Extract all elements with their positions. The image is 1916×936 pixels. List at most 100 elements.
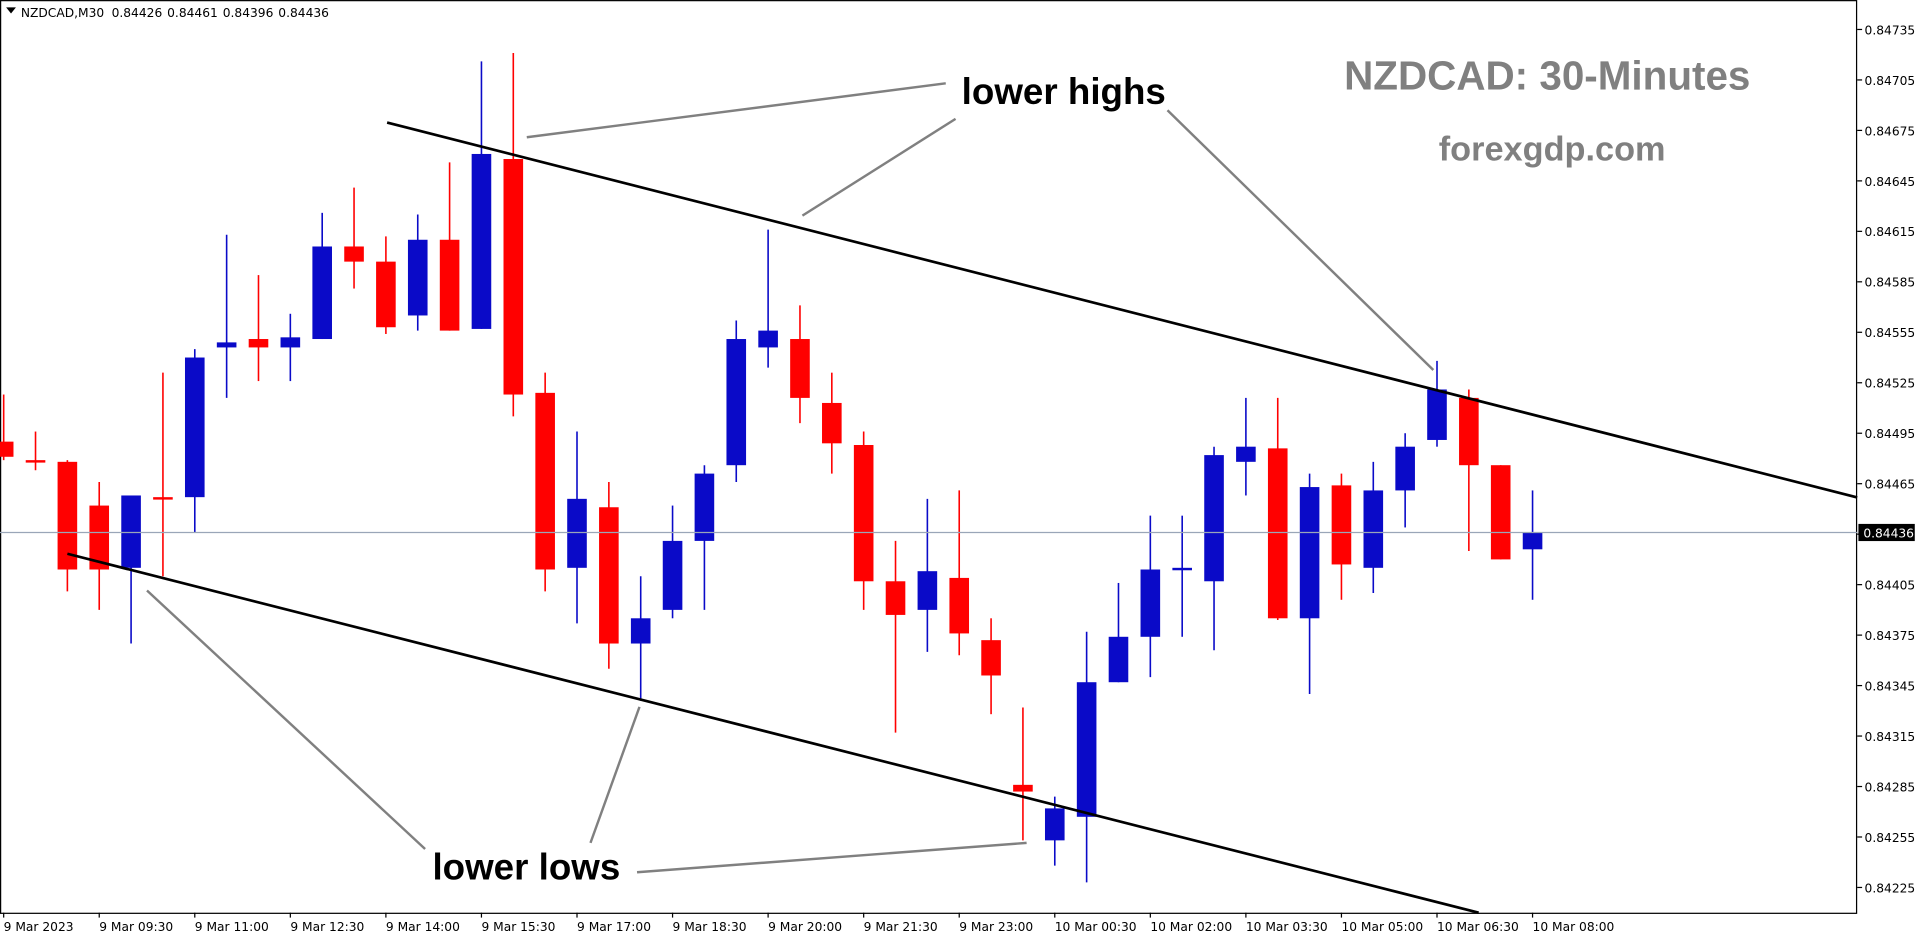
candle-body: [184, 357, 205, 498]
symbol: NZDCAD,M30: [21, 6, 104, 20]
candle-body: [822, 402, 842, 444]
candle-body: [1395, 446, 1415, 491]
pointer: [636, 841, 1027, 874]
candle-body: [121, 495, 141, 568]
candle-body: [1044, 808, 1065, 841]
candle-body: [216, 342, 237, 348]
x-tick-label: 9 Mar 15:30: [481, 920, 555, 934]
y-tick-label: 0.84615: [1865, 225, 1916, 239]
ohlc: 0.84436: [278, 6, 329, 20]
y-tick-label: 0.84525: [1865, 377, 1916, 391]
candle-body: [599, 507, 619, 644]
candle-body: [312, 246, 332, 340]
lower-trend-line: [67, 552, 1479, 915]
candle-body: [790, 339, 810, 398]
y-tick-label: 0.84705: [1865, 74, 1916, 88]
y-tick-label: 0.84735: [1865, 23, 1916, 37]
candle-body: [1459, 397, 1479, 466]
x-tick-label: 9 Mar 12:30: [290, 920, 364, 934]
candle-body: [1204, 455, 1224, 582]
candle-body: [885, 581, 906, 615]
candle-body: [376, 261, 396, 328]
candle-body: [1108, 636, 1129, 683]
x-tick-label: 9 Mar 20:00: [768, 920, 842, 934]
y-tick-label: 0.84255: [1865, 831, 1916, 845]
candle-body: [662, 540, 683, 610]
watermark-title: NZDCAD: 30-Minutes: [1344, 52, 1750, 98]
trend-lines: [67, 121, 1858, 915]
pointer-lines: [146, 82, 1435, 874]
header-icon: [6, 7, 16, 14]
candles: [0, 53, 1543, 883]
candle-body: [949, 577, 970, 634]
candle-body: [1427, 389, 1447, 440]
header: NZDCAD,M30 0.84426 0.84461 0.84396 0.84436: [21, 6, 329, 20]
price-label: 0.84436: [1863, 526, 1914, 540]
candle-body: [853, 445, 874, 582]
y-tick-label: 0.84555: [1865, 326, 1916, 340]
y-tick-label: 0.84585: [1865, 276, 1916, 290]
x-tick-label: 10 Mar 02:00: [1150, 920, 1232, 934]
candle-body: [280, 337, 301, 348]
y-tick-label: 0.84375: [1865, 629, 1916, 643]
x-tick-label: 9 Mar 2023: [4, 920, 74, 934]
annotation: lower highs: [962, 71, 1166, 112]
x-tick-label: 9 Mar 11:00: [195, 920, 269, 934]
y-tick-label: 0.84495: [1865, 427, 1916, 441]
x-tick-label: 9 Mar 17:00: [577, 920, 651, 934]
y-tick-label: 0.84285: [1865, 780, 1916, 794]
candle-body: [57, 461, 78, 570]
x-tick-label: 9 Mar 23:00: [959, 920, 1033, 934]
candle-body: [0, 441, 14, 457]
plot-frame: [0, 0, 1858, 914]
candle-body: [758, 330, 778, 348]
ohlc: 0.84461: [167, 6, 218, 20]
candle-body: [248, 339, 269, 348]
candle-body: [89, 505, 110, 570]
candle-body: [503, 159, 524, 395]
candle-body: [1522, 532, 1543, 550]
candle-body: [153, 497, 173, 500]
pointer: [526, 82, 946, 139]
ohlc: 0.84396: [223, 6, 274, 20]
candle-body: [1299, 487, 1320, 619]
y-tick-label: 0.84645: [1865, 175, 1916, 189]
price-label-box: [1858, 523, 1915, 542]
candle-body: [1076, 682, 1097, 817]
candle-body: [344, 246, 364, 262]
candle-body: [917, 571, 938, 610]
candle-body: [25, 460, 46, 463]
candle-body: [471, 153, 492, 329]
candle-body: [1140, 569, 1161, 637]
candle-body: [439, 239, 460, 331]
candle-body: [1331, 485, 1352, 565]
y-tick-label: 0.84225: [1865, 881, 1916, 895]
x-tick-label: 10 Mar 08:00: [1533, 920, 1615, 934]
y-tick-label: 0.84345: [1865, 679, 1916, 693]
candle-body: [1172, 567, 1192, 571]
x-tick-label: 10 Mar 00:30: [1055, 920, 1137, 934]
y-tick-label: 0.84315: [1865, 730, 1916, 744]
upper-trend-line: [386, 121, 1858, 499]
candle-body: [1363, 490, 1384, 568]
y-tick-label: 0.84675: [1865, 124, 1916, 138]
annotation: lower lows: [432, 847, 620, 888]
x-tick-label: 9 Mar 18:30: [673, 920, 747, 934]
ohlc: 0.84426: [112, 6, 163, 20]
candle-body: [407, 239, 428, 316]
pointer: [589, 706, 641, 844]
candle-body: [1267, 448, 1288, 619]
y-tick-label: 0.84465: [1865, 478, 1916, 492]
watermark-source: forexgdp.com: [1439, 131, 1666, 169]
candle-body: [567, 498, 587, 568]
candle-body: [981, 640, 1001, 676]
candle-body: [1236, 446, 1256, 462]
candle-body: [535, 392, 555, 570]
pointer: [146, 589, 426, 850]
candle-body: [694, 473, 715, 541]
candle-body: [630, 618, 651, 644]
x-tick-label: 9 Mar 21:30: [864, 920, 938, 934]
x-tick-label: 10 Mar 06:30: [1437, 920, 1519, 934]
